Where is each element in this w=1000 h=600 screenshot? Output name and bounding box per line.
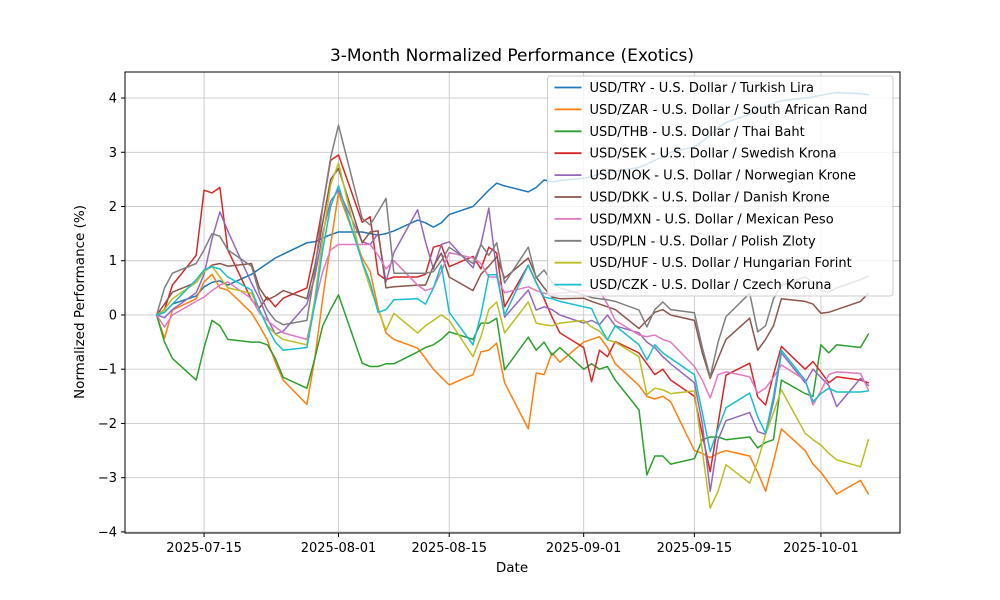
y-tick-label: 3 [109,146,117,161]
legend-box [547,75,894,297]
series-line-usd-mxn [155,243,870,406]
legend-label-usd-huf: USD/HUF - U.S. Dollar / Hungarian Forint [590,256,852,271]
legend-label-usd-sek: USD/SEK - U.S. Dollar / Swedish Krona [590,147,837,162]
x-tick-label: 2025-08-15 [411,541,487,556]
series-line-usd-dkk [155,167,870,380]
y-tick-label: 0 [109,308,117,323]
y-tick-label: 2 [109,200,117,215]
x-tick-label: 2025-09-01 [546,541,622,556]
legend-label-usd-try: USD/TRY - U.S. Dollar / Turkish Lira [590,81,815,96]
legend-label-usd-thb: USD/THB - U.S. Dollar / Thai Baht [590,125,805,140]
y-tick-label: −2 [98,417,117,432]
gridlines [125,72,900,533]
x-tick-label: 2025-07-15 [166,541,242,556]
x-axis-label: Date [496,560,528,576]
axis-ticks: −4 −3 −2 −1 0 1 2 3 4 2025-07-15 2025-08-01 2025-08… [98,92,859,556]
y-tick-label: 1 [109,254,117,269]
y-tick-label: −4 [98,525,117,540]
y-axis-label: Normalized Performance (%) [72,205,88,399]
y-tick-label: −1 [98,363,117,378]
legend-label-usd-nok: USD/NOK - U.S. Dollar / Norwegian Krone [590,169,857,184]
plot-frame [124,71,901,534]
series-line-usd-pln [155,124,870,378]
legend-label-usd-pln: USD/PLN - U.S. Dollar / Polish Zloty [590,234,816,249]
series-lines [155,91,870,509]
legend: USD/TRY - U.S. Dollar / Turkish Lira USD/… [547,75,894,297]
legend-label-usd-zar: USD/ZAR - U.S. Dollar / South African Ra… [590,103,868,118]
legend-label-usd-dkk: USD/DKK - U.S. Dollar / Danish Krone [590,191,830,206]
legend-label-usd-mxn: USD/MXN - U.S. Dollar / Mexican Peso [590,212,834,227]
series-line-usd-nok [155,189,870,492]
series-line-usd-thb [155,294,870,476]
series-line-usd-czk [155,185,870,453]
y-tick-label: −3 [98,471,117,486]
legend-label-usd-czk: USD/CZK - U.S. Dollar / Czech Koruna [590,278,832,293]
x-tick-label: 2025-10-01 [783,541,859,556]
x-tick-label: 2025-09-15 [657,541,733,556]
series-line-usd-huf [155,162,870,509]
series-line-usd-sek [155,154,870,473]
chart-title: 3-Month Normalized Performance (Exotics) [330,46,694,66]
y-tick-label: 4 [109,92,117,107]
x-tick-label: 2025-08-01 [301,541,377,556]
